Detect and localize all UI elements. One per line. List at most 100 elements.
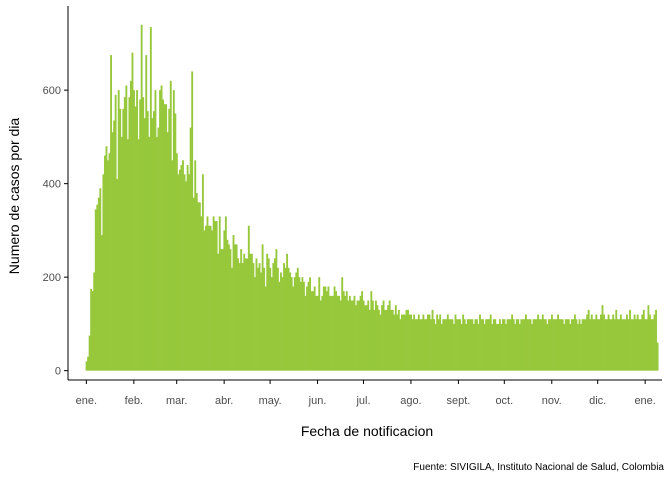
bar bbox=[451, 319, 454, 371]
bar bbox=[258, 263, 261, 371]
bar bbox=[306, 286, 308, 371]
bar bbox=[590, 314, 593, 371]
bar bbox=[183, 174, 186, 371]
bar bbox=[223, 230, 226, 371]
bar bbox=[325, 291, 328, 371]
bar bbox=[600, 314, 602, 371]
bar bbox=[639, 319, 642, 371]
bar bbox=[283, 263, 285, 371]
bar bbox=[96, 204, 99, 371]
bar bbox=[263, 267, 266, 371]
bar bbox=[436, 314, 439, 371]
bar bbox=[353, 295, 356, 371]
bar bbox=[348, 295, 351, 371]
bar bbox=[252, 263, 255, 371]
bar bbox=[307, 281, 310, 371]
bar bbox=[355, 305, 357, 371]
bar bbox=[546, 323, 549, 371]
bar bbox=[270, 277, 273, 371]
bar bbox=[648, 314, 651, 371]
bar bbox=[396, 314, 399, 371]
bar bbox=[143, 118, 146, 371]
bar bbox=[152, 111, 155, 371]
bar bbox=[171, 160, 174, 371]
bar bbox=[235, 244, 238, 371]
bar bbox=[316, 295, 319, 371]
bar bbox=[430, 319, 432, 371]
bar bbox=[641, 314, 644, 371]
bar bbox=[420, 319, 423, 371]
bar bbox=[365, 305, 368, 371]
bar bbox=[566, 319, 569, 371]
bar bbox=[100, 235, 103, 371]
bar bbox=[505, 323, 507, 371]
bar bbox=[500, 323, 503, 371]
bar bbox=[241, 263, 244, 371]
bar bbox=[551, 314, 553, 371]
bar bbox=[497, 323, 500, 371]
bar bbox=[310, 291, 313, 371]
bar bbox=[384, 309, 387, 371]
bar bbox=[431, 309, 434, 371]
bar bbox=[177, 174, 180, 371]
bar bbox=[607, 314, 610, 371]
bar bbox=[528, 319, 530, 371]
bar bbox=[169, 80, 172, 371]
bar bbox=[275, 249, 278, 371]
bar bbox=[619, 314, 622, 371]
bar bbox=[397, 309, 400, 371]
bar bbox=[618, 319, 621, 371]
bar bbox=[636, 314, 639, 371]
bar bbox=[635, 319, 638, 371]
bar bbox=[541, 314, 544, 371]
bar bbox=[592, 319, 595, 371]
bar bbox=[182, 160, 184, 371]
bar bbox=[503, 319, 506, 371]
bar bbox=[133, 90, 135, 371]
x-tick-label: jul. bbox=[355, 395, 370, 407]
bar bbox=[638, 319, 641, 371]
bar bbox=[296, 267, 299, 371]
bar bbox=[390, 309, 393, 371]
bar bbox=[512, 319, 515, 371]
bar bbox=[373, 309, 376, 371]
x-tick-label: nov. bbox=[542, 395, 562, 407]
bar bbox=[227, 244, 230, 371]
bars-group bbox=[85, 24, 659, 371]
bar bbox=[197, 202, 200, 371]
bar bbox=[278, 281, 281, 371]
bar bbox=[578, 319, 581, 371]
bar bbox=[113, 120, 116, 371]
x-tick-label: jun. bbox=[308, 395, 327, 407]
bar bbox=[517, 319, 520, 371]
bar bbox=[191, 71, 194, 371]
bar bbox=[298, 277, 301, 371]
bar bbox=[526, 319, 529, 371]
bar bbox=[492, 319, 495, 371]
bar bbox=[156, 136, 158, 371]
y-tick-label: 200 bbox=[43, 272, 61, 284]
bar bbox=[598, 319, 601, 371]
bar bbox=[563, 323, 566, 371]
bar bbox=[616, 319, 619, 371]
bar bbox=[557, 314, 560, 371]
bar bbox=[122, 108, 125, 371]
bar bbox=[237, 258, 240, 371]
bar bbox=[114, 94, 117, 371]
bar bbox=[370, 291, 373, 371]
bar bbox=[119, 108, 122, 371]
bar bbox=[97, 197, 100, 371]
bar bbox=[570, 319, 573, 371]
bar bbox=[226, 239, 229, 371]
bar bbox=[330, 295, 333, 371]
bar bbox=[477, 323, 480, 371]
bar bbox=[351, 300, 354, 371]
bar bbox=[491, 323, 494, 371]
bar bbox=[440, 323, 443, 371]
bar bbox=[443, 319, 446, 371]
bar bbox=[139, 99, 142, 371]
bar bbox=[573, 314, 576, 371]
bar bbox=[224, 216, 227, 371]
bar bbox=[289, 272, 292, 371]
bar bbox=[511, 314, 514, 371]
